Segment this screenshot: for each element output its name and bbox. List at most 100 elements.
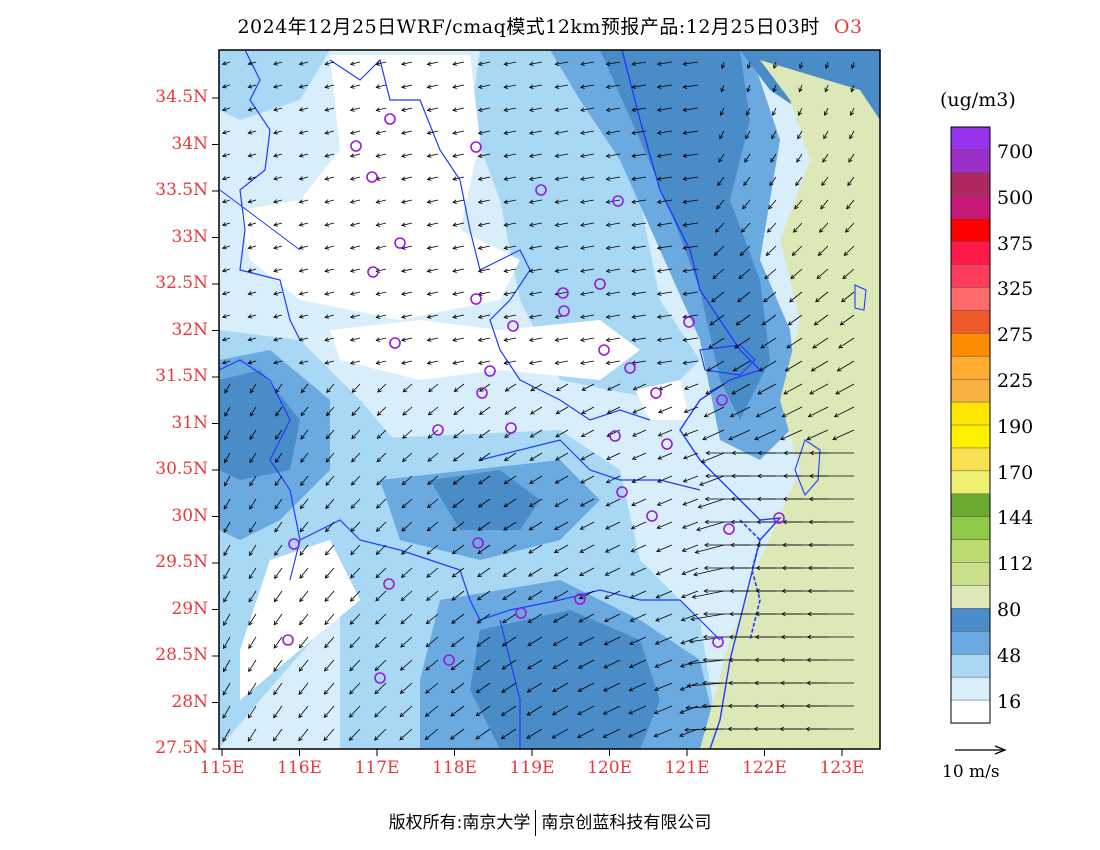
wind-arrow-head [656,291,662,296]
wind-arrow-head [755,611,760,617]
wind-arrow-head [299,597,304,603]
lat-label: 31N [171,412,208,433]
wind-arrow-head [813,321,819,326]
wind-arrow [504,130,517,134]
wind-arrow [299,291,309,295]
wind-arrow [222,728,231,742]
wind-arrow [631,176,647,180]
wind-arrow-head [807,611,812,617]
wind-arrow [504,337,517,341]
wind-arrow [629,636,647,645]
wind-arrow [300,383,309,393]
wind-arrow-head [605,314,611,320]
wind-arrow-head [687,661,693,666]
wind-arrow [402,429,413,439]
wind-arrow [324,291,335,295]
wind-arrow-head [554,525,559,530]
wind-arrow [478,314,491,318]
wind-arrow [274,521,283,533]
wind-arrow-head [757,450,762,456]
wind-arrow-head [401,314,406,319]
wind-arrow-head [324,643,329,649]
wind-arrow [350,61,361,65]
wind-arrow-head [452,107,457,112]
wind-arrow-head [655,594,661,599]
wind-arrow-head [375,222,381,227]
site-marker [609,430,621,442]
wind-arrow-head [450,665,456,671]
wind-arrow [699,475,725,486]
wind-arrow [606,360,621,364]
wind-arrow-head [577,664,583,669]
wind-arrow-head [401,268,406,273]
wind-arrow [400,659,413,671]
wind-arrow-head [631,84,636,89]
wind-arrow-head [605,61,611,67]
wind-arrow [223,567,231,579]
site-marker [616,486,628,498]
wind-arrow [851,61,855,69]
wind-arrow [300,498,309,509]
wind-arrow [705,383,725,395]
wind-arrow [681,613,699,621]
wind-arrow [747,61,751,69]
chart-title: 2024年12月25日WRF/cmaq模式12km预报产品:12月25日03时 O… [0,12,1100,39]
wind-arrow-head [629,640,635,645]
wind-arrow [606,498,621,507]
wind-arrow [809,383,829,395]
wind-arrow-head [224,458,229,464]
wind-arrow [656,544,673,552]
wind-arrow [683,314,699,318]
site-marker [350,140,362,152]
wind-arrow [223,590,231,603]
wind-arrow-head [781,413,787,418]
wind-arrow-head [503,84,509,89]
wind-arrow-head [273,337,278,342]
colorbar-swatch [950,493,991,518]
province-border-jiangsu-anhui [329,58,651,421]
wind-arrow-head [274,481,279,487]
wind-arrow-head [682,153,688,158]
wind-arrow-head [248,551,254,557]
wind-arrow-head [528,61,534,66]
wind-arrow [771,130,777,139]
lat-label: 32N [171,319,208,340]
wind-arrow [580,107,595,111]
wind-arrow [504,291,517,295]
wind-arrow [657,314,673,318]
wind-arrow [527,682,543,693]
field-zone-dark-blue [600,50,770,420]
wind-arrow [631,130,647,134]
wind-arrow [555,245,569,249]
wind-arrow-head [554,479,560,484]
wind-arrow-head [477,360,483,365]
wind-arrow [604,636,621,645]
wind-arrow [374,705,387,718]
site-marker [612,195,624,207]
wind-arrow-head [740,228,746,233]
wind-arrow [299,590,309,602]
wind-arrow-head [247,713,253,719]
wind-arrow-head [655,617,660,622]
wind-arrow-head [375,153,381,158]
wind-arrow [783,383,803,395]
wind-arrow-head [247,337,253,342]
wind-arrow [628,728,647,738]
wind-arrow-head [350,481,356,486]
wind-arrow [711,291,725,303]
wind-arrow-head [754,436,759,441]
map-frame [218,49,881,750]
wind-arrow-head [580,222,585,228]
wind-arrow-head [605,84,611,90]
wind-arrow-head [452,314,457,319]
colorbar-label: 170 [997,461,1034,484]
wind-arrow [427,130,439,134]
site-marker [505,422,517,434]
wind-arrow-head [376,480,381,486]
wind-arrow-head [849,134,854,140]
wind-arrow-head [351,457,356,463]
lat-label: 28N [171,691,208,712]
wind-arrow-head [685,705,690,711]
site-marker [484,365,496,377]
wind-arrow-head [823,111,829,116]
